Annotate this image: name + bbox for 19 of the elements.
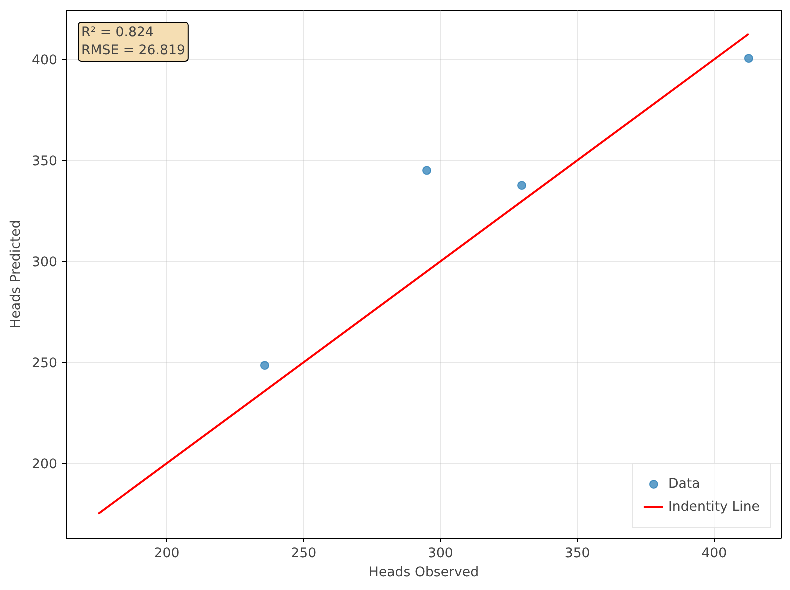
y-tick-label: 250 (32, 356, 58, 372)
legend-label: Indentity Line (668, 500, 760, 514)
legend-label: Data (668, 476, 700, 492)
point (518, 181, 526, 190)
x-tick-label: 350 (564, 546, 590, 562)
annotation: R² = 0.824 RMSE = 26.819 (82, 26, 186, 58)
x-tick-label: 250 (291, 546, 317, 562)
x-tick-label: 300 (428, 546, 454, 562)
y-tick-label: 350 (32, 154, 58, 170)
y-tick-label: 300 (32, 256, 58, 271)
point (422, 166, 432, 176)
x-tick-label: 200 (154, 546, 180, 562)
y-tick-label: 400 (32, 54, 58, 69)
point (260, 361, 270, 370)
y-tick-label: 200 (32, 458, 58, 473)
x-tick-label: 400 (702, 546, 728, 562)
y-axis-title: Heads Predicted (9, 220, 24, 329)
point (744, 54, 754, 64)
x-axis-title: Heads Observed (368, 566, 480, 580)
